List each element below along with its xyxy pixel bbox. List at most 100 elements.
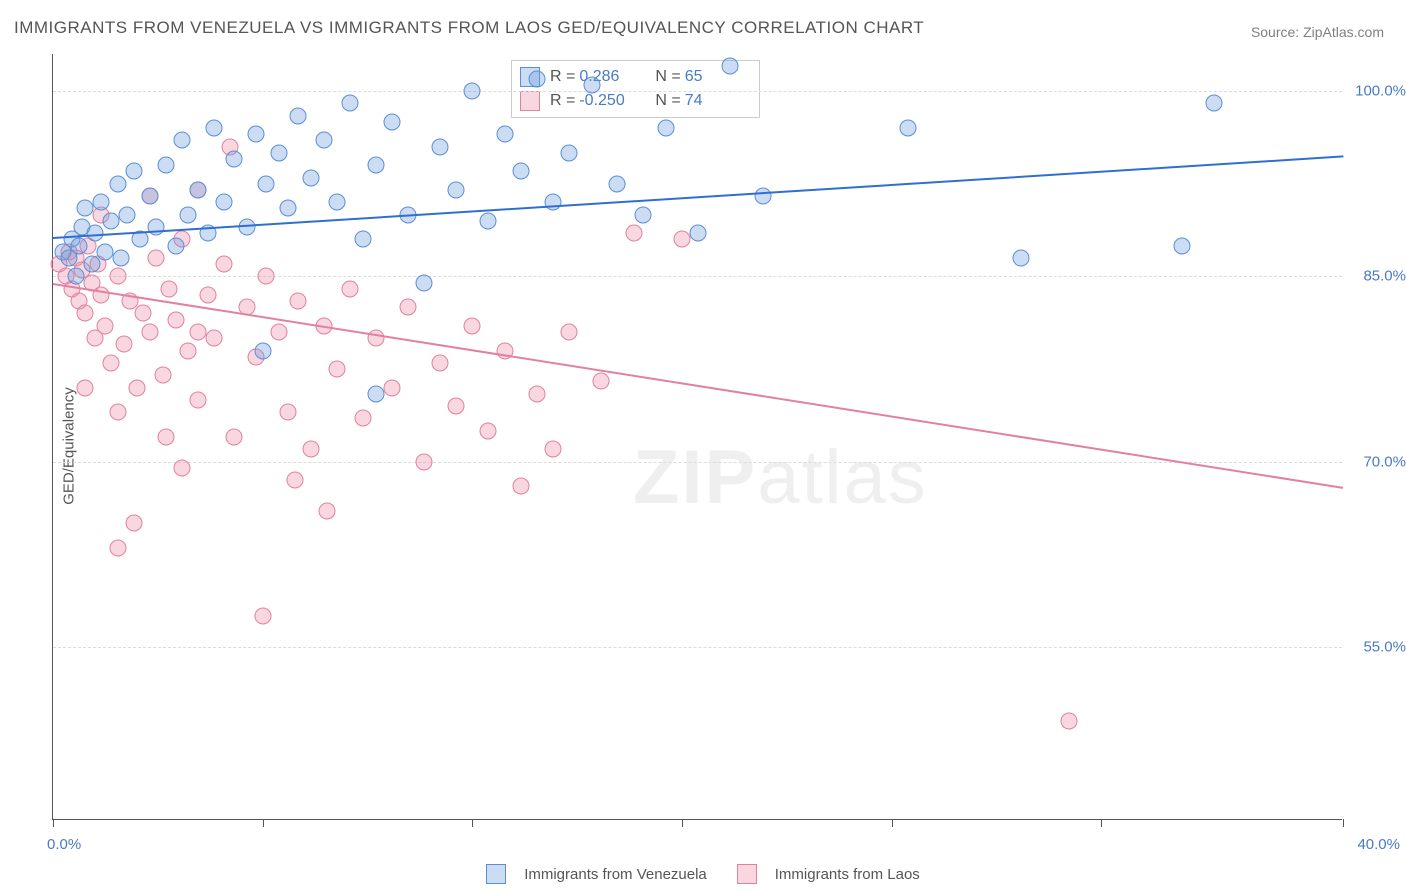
scatter-point-series-b <box>1060 713 1077 730</box>
scatter-point-series-a <box>303 169 320 186</box>
y-tick-label: 55.0% <box>1363 639 1406 656</box>
scatter-point-series-a <box>148 218 165 235</box>
scatter-point-series-b <box>415 453 432 470</box>
scatter-point-series-a <box>496 126 513 143</box>
scatter-point-series-a <box>112 249 129 266</box>
scatter-point-series-a <box>215 194 232 211</box>
scatter-point-series-b <box>319 503 336 520</box>
legend-swatch-a <box>486 864 506 884</box>
x-min-label: 0.0% <box>47 836 81 853</box>
scatter-point-series-b <box>254 608 271 625</box>
scatter-point-series-b <box>190 391 207 408</box>
scatter-point-series-b <box>154 367 171 384</box>
scatter-point-series-a <box>96 243 113 260</box>
scatter-point-series-b <box>148 249 165 266</box>
legend-label-b: Immigrants from Laos <box>775 866 920 883</box>
scatter-point-series-a <box>512 163 529 180</box>
scatter-point-series-b <box>383 379 400 396</box>
gridline-h <box>53 91 1342 92</box>
scatter-point-series-b <box>280 404 297 421</box>
scatter-point-series-a <box>180 206 197 223</box>
x-tick <box>892 819 893 827</box>
scatter-point-series-b <box>286 472 303 489</box>
scatter-point-series-a <box>367 385 384 402</box>
scatter-point-series-b <box>290 293 307 310</box>
gridline-h <box>53 647 1342 648</box>
legend-label-a: Immigrants from Venezuela <box>524 866 707 883</box>
scatter-point-series-b <box>180 342 197 359</box>
scatter-point-series-b <box>270 323 287 340</box>
scatter-point-series-b <box>215 256 232 273</box>
scatter-point-series-b <box>673 231 690 248</box>
scatter-point-series-b <box>593 373 610 390</box>
scatter-point-series-a <box>432 138 449 155</box>
legend-item-series-a: Immigrants from Venezuela <box>486 864 707 884</box>
scatter-point-series-b <box>109 268 126 285</box>
scatter-point-series-b <box>190 323 207 340</box>
x-tick <box>1101 819 1102 827</box>
scatter-point-series-b <box>103 354 120 371</box>
scatter-point-series-b <box>96 317 113 334</box>
scatter-point-series-b <box>174 459 191 476</box>
scatter-point-series-b <box>135 305 152 322</box>
scatter-point-series-a <box>583 76 600 93</box>
chart-title: IMMIGRANTS FROM VENEZUELA VS IMMIGRANTS … <box>14 18 924 38</box>
scatter-point-series-b <box>115 336 132 353</box>
scatter-point-series-a <box>1173 237 1190 254</box>
scatter-point-series-a <box>141 188 158 205</box>
stats-row-series-a: R = 0.286 N = 65 <box>520 65 751 89</box>
scatter-point-series-a <box>248 126 265 143</box>
scatter-point-series-a <box>367 157 384 174</box>
watermark-text: ZIPatlas <box>633 434 928 521</box>
scatter-point-series-a <box>93 194 110 211</box>
scatter-point-series-a <box>206 120 223 137</box>
scatter-point-series-b <box>625 225 642 242</box>
scatter-point-series-a <box>383 113 400 130</box>
x-tick <box>472 819 473 827</box>
scatter-point-series-a <box>561 144 578 161</box>
scatter-point-series-a <box>1206 95 1223 112</box>
scatter-point-series-b <box>512 478 529 495</box>
scatter-point-series-a <box>254 342 271 359</box>
legend-item-series-b: Immigrants from Laos <box>737 864 920 884</box>
scatter-point-series-b <box>141 323 158 340</box>
scatter-point-series-a <box>528 70 545 87</box>
scatter-point-series-b <box>161 280 178 297</box>
x-max-label: 40.0% <box>1357 836 1400 853</box>
scatter-point-series-b <box>561 323 578 340</box>
gridline-h <box>53 276 1342 277</box>
scatter-point-series-a <box>174 132 191 149</box>
scatter-point-series-a <box>315 132 332 149</box>
trend-line <box>53 283 1343 489</box>
scatter-point-series-a <box>83 256 100 273</box>
scatter-point-series-b <box>128 379 145 396</box>
scatter-point-series-a <box>544 194 561 211</box>
scatter-point-series-b <box>77 379 94 396</box>
scatter-point-series-b <box>354 410 371 427</box>
gridline-h <box>53 462 1342 463</box>
scatter-point-series-a <box>657 120 674 137</box>
x-tick <box>263 819 264 827</box>
scatter-point-series-a <box>415 274 432 291</box>
scatter-point-series-a <box>1012 249 1029 266</box>
scatter-point-series-b <box>157 429 174 446</box>
scatter-point-series-a <box>125 163 142 180</box>
scatter-point-series-a <box>341 95 358 112</box>
scatter-point-series-b <box>341 280 358 297</box>
scatter-point-series-a <box>290 107 307 124</box>
scatter-point-series-a <box>754 188 771 205</box>
scatter-point-series-b <box>257 268 274 285</box>
scatter-point-series-b <box>303 441 320 458</box>
scatter-point-series-b <box>167 311 184 328</box>
scatter-point-series-b <box>206 330 223 347</box>
scatter-point-series-a <box>480 212 497 229</box>
scatter-point-series-a <box>257 175 274 192</box>
scatter-point-series-b <box>109 540 126 557</box>
scatter-point-series-b <box>432 354 449 371</box>
scatter-point-series-a <box>70 237 87 254</box>
scatter-point-series-a <box>119 206 136 223</box>
scatter-point-series-a <box>67 268 84 285</box>
y-tick-label: 100.0% <box>1355 83 1406 100</box>
scatter-point-series-a <box>690 225 707 242</box>
swatch-series-b <box>520 91 540 111</box>
